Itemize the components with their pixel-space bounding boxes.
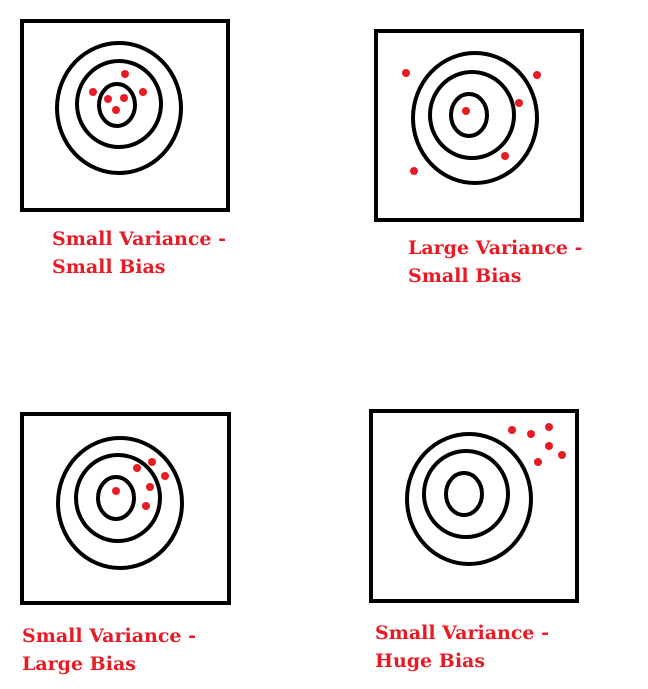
caption-small-variance-large-bias: Small Variance - Large Bias xyxy=(22,622,196,678)
hit-dot xyxy=(501,152,509,160)
caption-large-variance-small-bias: Large Variance - Small Bias xyxy=(408,234,583,290)
caption-small-variance-small-bias: Small Variance - Small Bias xyxy=(52,225,226,281)
hit-dot xyxy=(139,88,147,96)
hit-dot xyxy=(533,71,541,79)
hit-dot xyxy=(104,95,112,103)
target-middle-ring xyxy=(422,449,510,539)
hit-dot xyxy=(402,69,410,77)
caption-line: Large Bias xyxy=(22,653,136,675)
hit-dot xyxy=(133,464,141,472)
target-frame xyxy=(374,29,584,222)
hit-dot xyxy=(161,472,169,480)
caption-line: Small Bias xyxy=(52,256,166,278)
target-bullseye xyxy=(96,475,136,521)
hit-dot xyxy=(527,430,535,438)
caption-line: Small Variance - xyxy=(375,622,550,644)
hit-dot xyxy=(112,487,120,495)
caption-line: Small Bias xyxy=(408,265,522,287)
hit-dot xyxy=(142,502,150,510)
hit-dot xyxy=(545,423,553,431)
caption-line: Small Variance - xyxy=(22,625,197,647)
target-bullseye xyxy=(97,82,137,128)
target-middle-ring xyxy=(428,70,516,160)
caption-small-variance-huge-bias: Small Variance - Huge Bias xyxy=(375,619,549,675)
target-middle-ring xyxy=(74,453,162,543)
hit-dot xyxy=(545,442,553,450)
target-outer-ring xyxy=(411,51,539,185)
caption-line: Huge Bias xyxy=(375,650,486,672)
target-outer-ring xyxy=(405,432,533,566)
target-middle-ring xyxy=(75,59,163,149)
hit-dot xyxy=(515,99,523,107)
caption-line: Small Variance - xyxy=(52,228,227,250)
target-outer-ring xyxy=(56,436,184,570)
caption-line: Large Variance - xyxy=(408,237,583,259)
target-bullseye xyxy=(449,92,489,138)
hit-dot xyxy=(89,88,97,96)
hit-dot xyxy=(120,94,128,102)
hit-dot xyxy=(462,107,470,115)
hit-dot xyxy=(121,70,129,78)
target-frame xyxy=(20,412,231,605)
target-frame xyxy=(20,19,230,212)
hit-dot xyxy=(558,451,566,459)
hit-dot xyxy=(534,458,542,466)
hit-dot xyxy=(508,426,516,434)
hit-dot xyxy=(410,167,418,175)
target-outer-ring xyxy=(55,41,183,175)
hit-dot xyxy=(148,458,156,466)
target-bullseye xyxy=(444,471,484,517)
hit-dot xyxy=(146,483,154,491)
target-frame xyxy=(369,409,579,603)
hit-dot xyxy=(112,106,120,114)
